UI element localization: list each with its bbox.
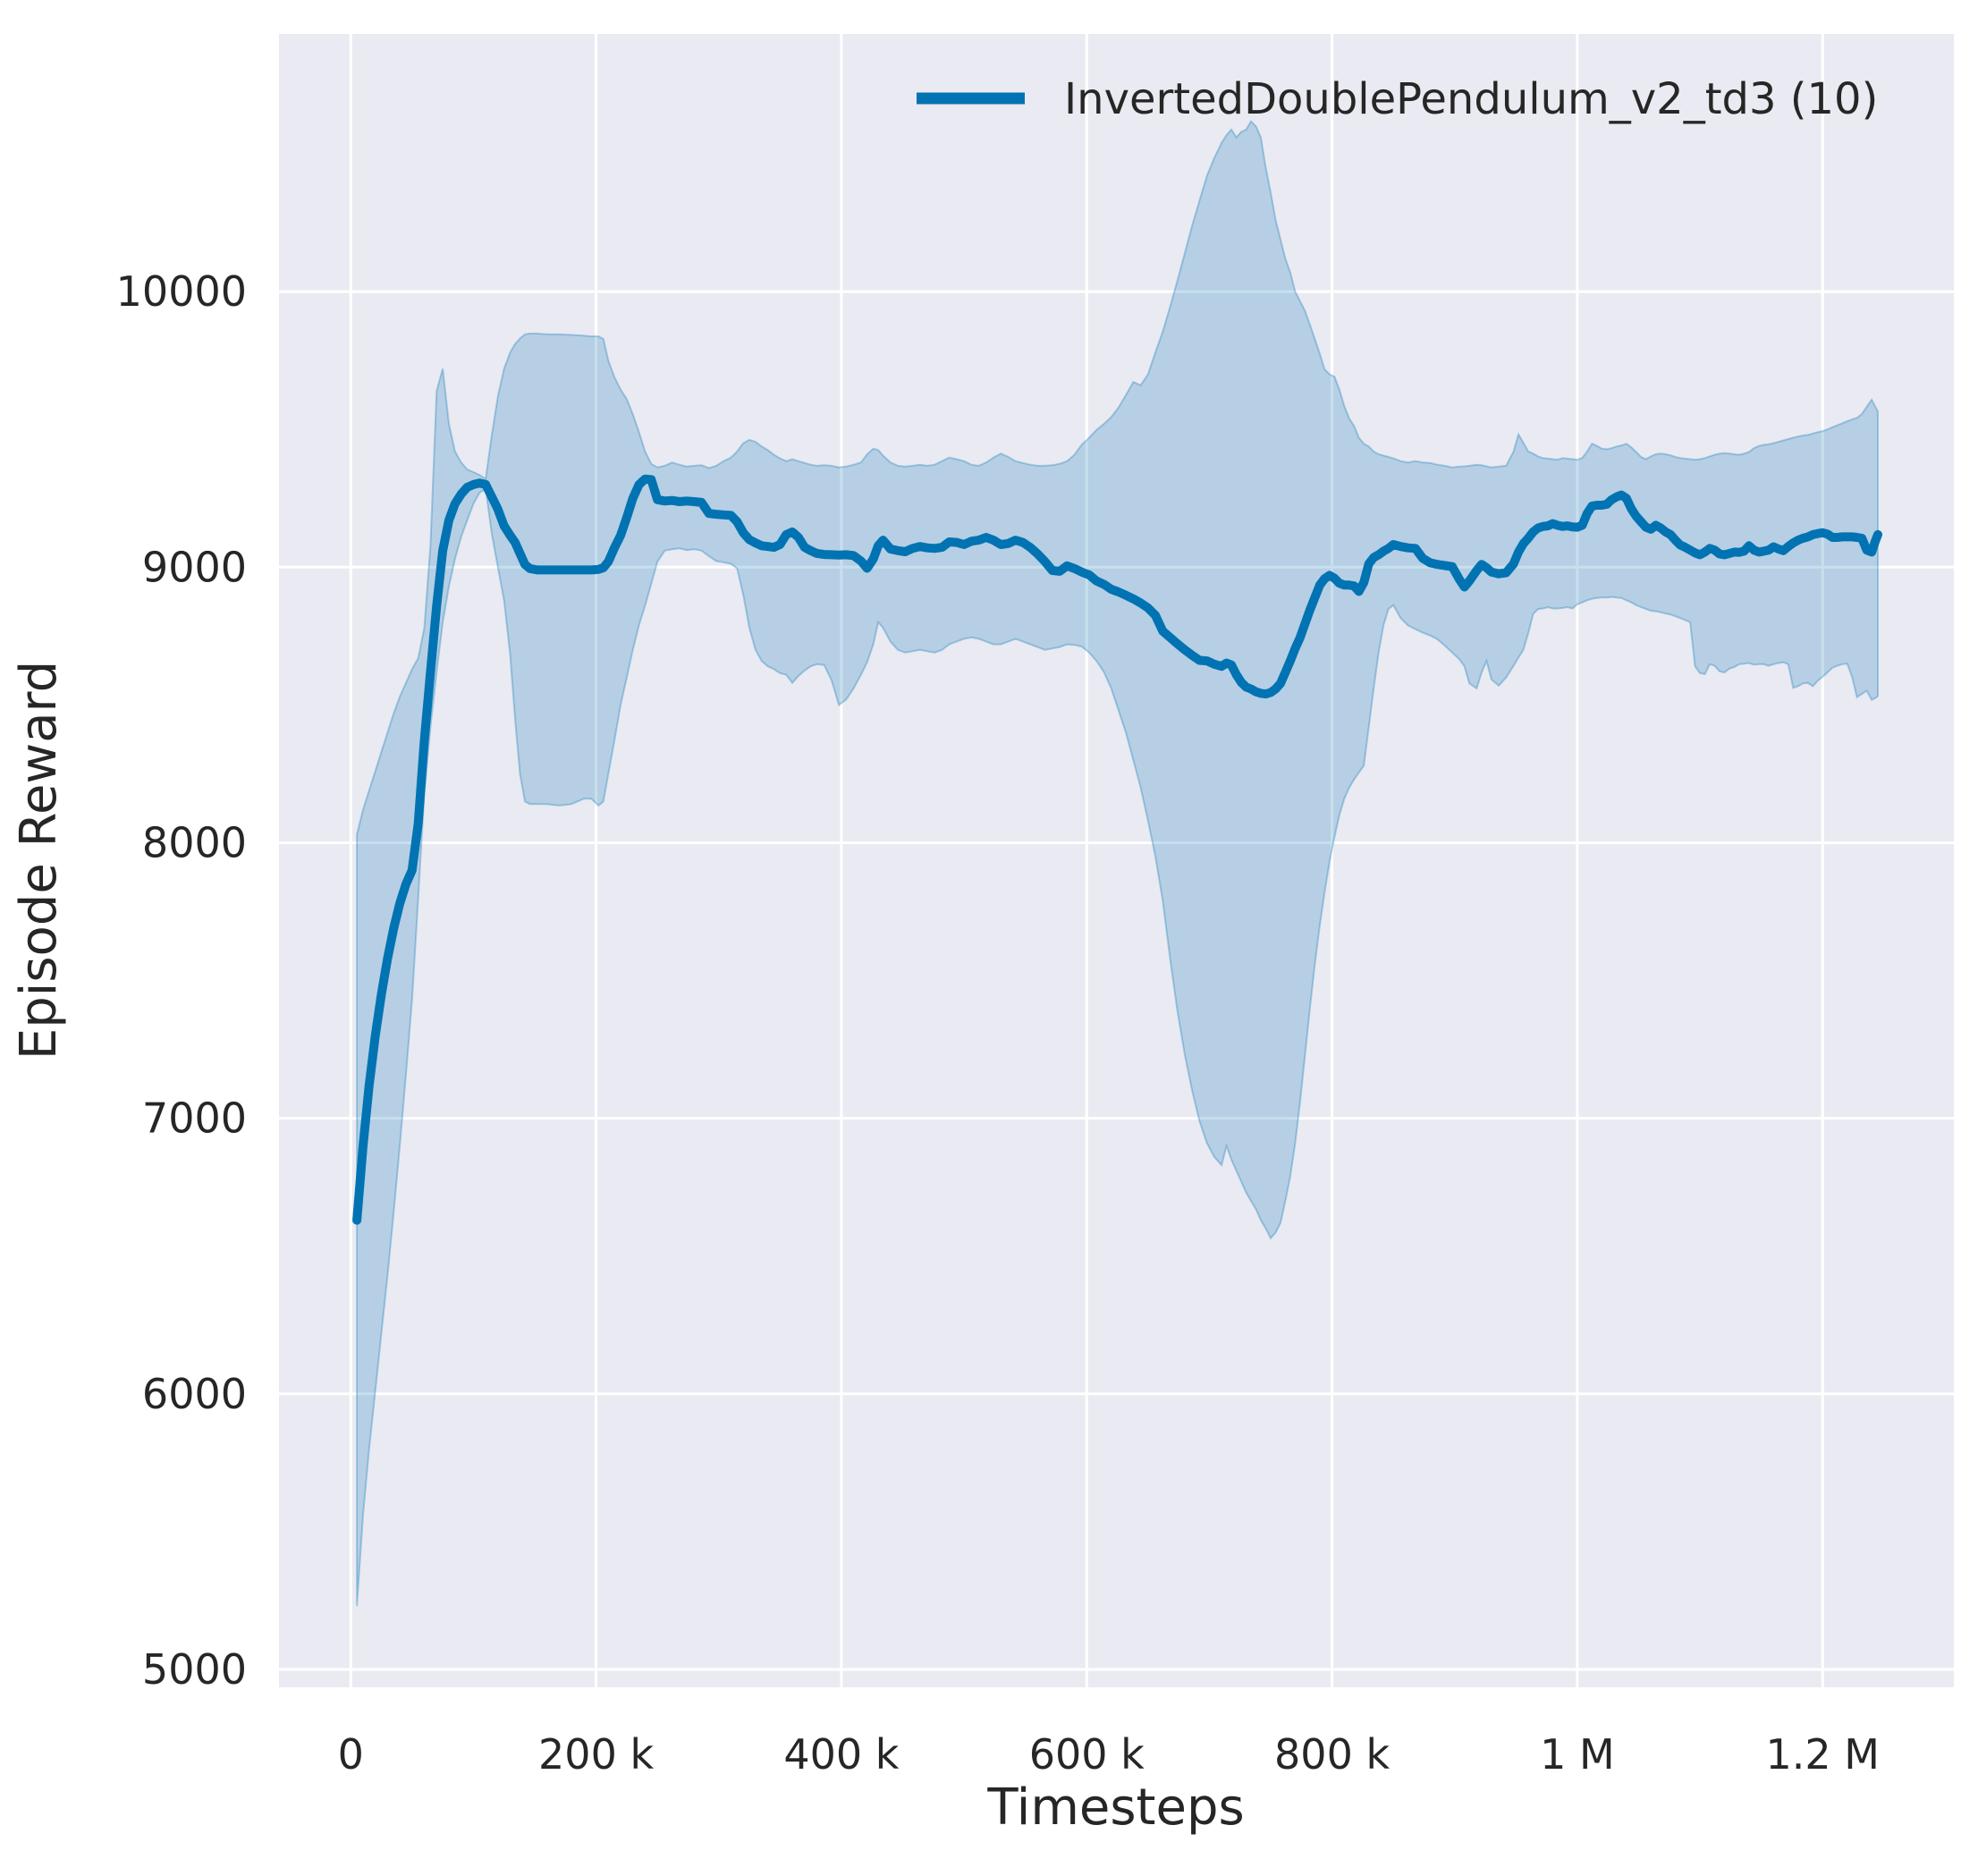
x-tick-label: 1.2 M [1765, 1730, 1879, 1779]
y-tick-label: 7000 [142, 1094, 247, 1143]
x-axis-label: Timesteps [986, 1779, 1244, 1837]
x-tick-label: 800 k [1274, 1730, 1390, 1779]
legend-label: InvertedDoublePendulum_v2_td3 (10) [1064, 74, 1878, 124]
x-tick-label: 600 k [1029, 1730, 1145, 1779]
legend: InvertedDoublePendulum_v2_td3 (10) [917, 74, 1878, 124]
x-tick-labels: 0 200 k 400 k 600 k 800 k 1 M 1.2 M [338, 1730, 1880, 1779]
y-tick-label: 9000 [142, 543, 247, 591]
y-axis-label: Episode Reward [10, 661, 68, 1060]
x-tick-label: 400 k [783, 1730, 899, 1779]
confidence-band [356, 120, 1879, 1607]
x-tick-label: 1 M [1540, 1730, 1615, 1779]
mean-reward-line [352, 474, 1882, 1225]
plot-background [279, 34, 1954, 1687]
y-tick-label: 8000 [142, 818, 247, 866]
y-tick-labels: 5000 6000 7000 8000 9000 10000 [116, 267, 247, 1694]
x-tick-label: 200 k [538, 1730, 654, 1779]
y-tick-label: 6000 [142, 1370, 247, 1418]
x-tick-label: 0 [338, 1730, 364, 1779]
series-layer [352, 120, 1882, 1607]
y-tick-label: 5000 [142, 1645, 247, 1694]
y-tick-label: 10000 [116, 267, 247, 316]
